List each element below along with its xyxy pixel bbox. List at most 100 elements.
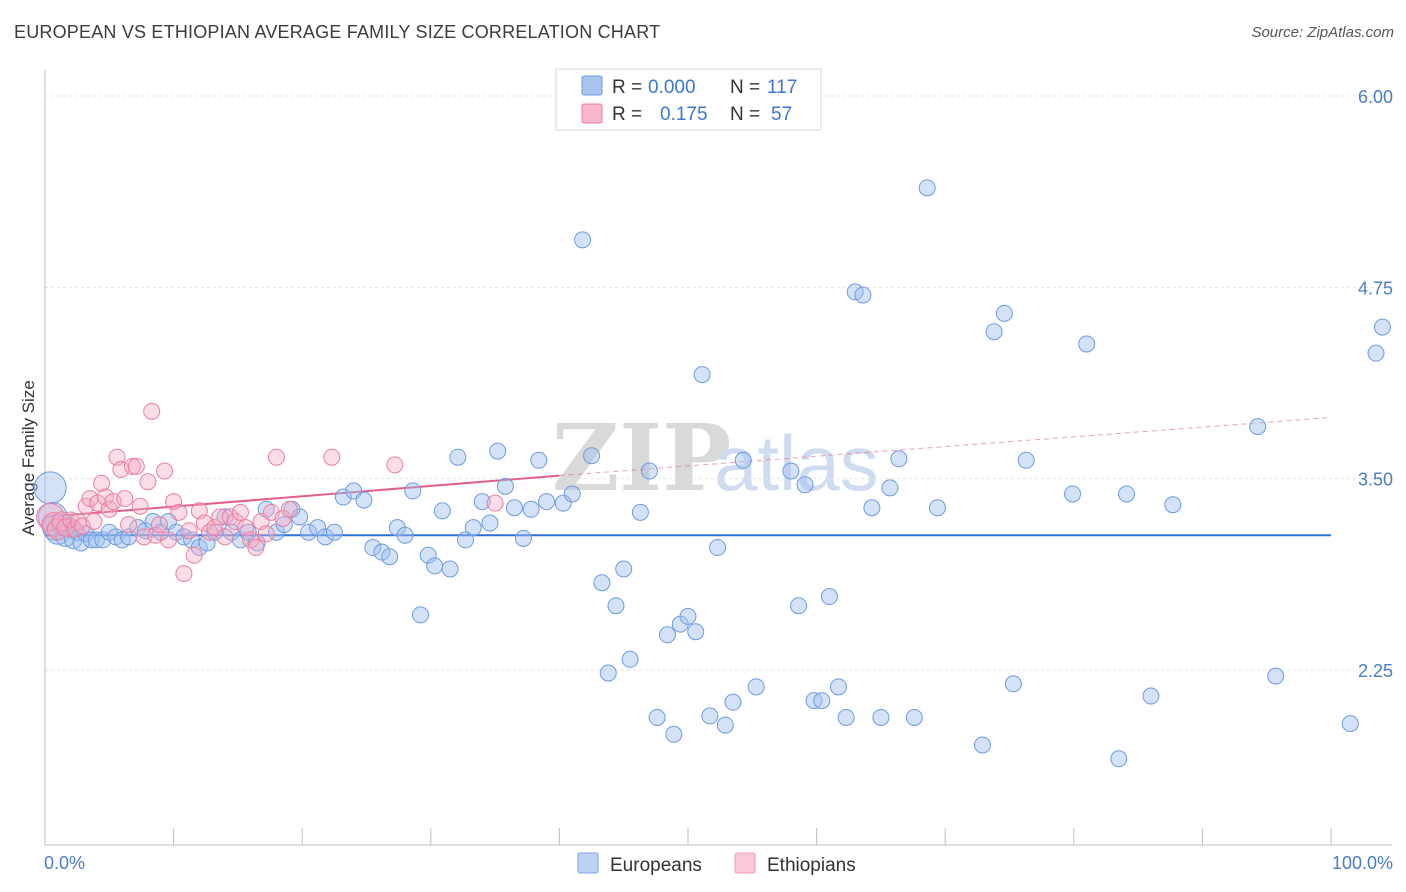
point-europeans-53 [419, 546, 437, 564]
point-europeans-103 [863, 499, 881, 517]
legend-n-label-europeans: N = [730, 77, 760, 98]
point-europeans-56 [441, 560, 459, 578]
y-tick-labels: 6.00 4.75 3.50 2.25 [1358, 87, 1393, 681]
point-europeans-39 [300, 523, 318, 541]
point-europeans-92 [747, 678, 765, 696]
chart-source: Source: ZipAtlas.com [1251, 24, 1394, 41]
point-europeans-109 [928, 499, 946, 517]
point-ethiopians-38 [201, 523, 219, 541]
legend-r-label-europeans: R = [612, 77, 642, 98]
point-europeans-86 [693, 366, 711, 384]
point-europeans-52 [412, 606, 430, 624]
point-ethiopians-40 [211, 508, 229, 526]
point-ethiopians-33 [175, 565, 193, 583]
point-europeans-57 [449, 448, 467, 466]
point-ethiopians-20 [120, 516, 138, 534]
point-ethiopians-29 [156, 462, 174, 480]
point-europeans-73 [593, 574, 611, 592]
series-legend-swatch-ethiopians [734, 852, 756, 874]
point-europeans-81 [658, 626, 676, 644]
point-europeans-98 [820, 588, 838, 606]
point-ethiopians-34 [180, 522, 198, 540]
point-ethiopians-44 [231, 503, 249, 521]
point-europeans-60 [473, 493, 491, 511]
point-europeans-48 [381, 548, 399, 566]
point-europeans-110 [973, 736, 991, 754]
point-ethiopians-54 [323, 448, 341, 466]
watermark: ZIP atlas [552, 404, 879, 512]
point-europeans-100 [837, 708, 855, 726]
point-ethiopians-53 [280, 500, 298, 518]
point-europeans-80 [648, 708, 666, 726]
legend-r-value-ethiopians: 0.175 [660, 104, 708, 125]
point-europeans-75 [607, 597, 625, 615]
point-ethiopians-42 [221, 508, 239, 526]
point-europeans-70 [563, 485, 581, 503]
point-europeans-97 [813, 692, 831, 710]
point-ethiopians-47 [247, 539, 265, 557]
point-europeans-102 [854, 286, 872, 304]
point-ethiopians-55 [386, 456, 404, 474]
y-tick-label-3: 2.25 [1358, 661, 1393, 681]
point-europeans-84 [679, 607, 697, 625]
y-tick-label-0: 6.00 [1358, 87, 1393, 107]
point-ethiopians-35 [185, 546, 203, 564]
point-europeans-79 [640, 462, 658, 480]
point-europeans-17 [120, 528, 138, 546]
point-europeans-82 [665, 725, 683, 743]
point-europeans-112 [995, 304, 1013, 322]
point-europeans-55 [433, 502, 451, 520]
point-europeans-93 [782, 462, 800, 480]
point-ethiopians-56 [486, 494, 504, 512]
point-ethiopians-31 [165, 493, 183, 511]
point-europeans-59 [464, 519, 482, 537]
x-tick-label-min: 0.0% [44, 853, 85, 873]
point-europeans-123 [1341, 715, 1359, 733]
point-europeans-68 [538, 493, 556, 511]
point-europeans-124 [1367, 344, 1385, 362]
point-europeans-63 [496, 477, 514, 495]
point-europeans-64 [505, 499, 523, 517]
axes [44, 70, 1392, 846]
legend-r-value-europeans: 0.000 [648, 77, 696, 98]
legend-n-value-ethiopians: 57 [771, 104, 792, 125]
point-europeans-76 [615, 560, 633, 578]
gridlines [45, 95, 1392, 671]
point-europeans-113 [1004, 675, 1022, 693]
legend-swatch-ethiopians [581, 103, 603, 124]
legend-n-value-europeans: 117 [767, 77, 797, 98]
point-europeans-122 [1267, 667, 1285, 685]
series-legend-swatch-europeans [577, 852, 599, 874]
point-europeans-99 [829, 678, 847, 696]
series-legend: Europeans Ethiopians [577, 852, 856, 876]
point-europeans-125 [1373, 318, 1391, 336]
data-points [33, 179, 1391, 768]
point-europeans-65 [514, 529, 532, 547]
point-ethiopians-32 [170, 503, 188, 521]
point-europeans-1 [37, 502, 68, 532]
point-europeans-41 [316, 528, 334, 546]
point-europeans-114 [1017, 451, 1035, 469]
point-europeans-51 [404, 482, 422, 500]
point-ethiopians-15 [100, 500, 118, 518]
point-ethiopians-25 [139, 473, 157, 491]
point-europeans-116 [1078, 335, 1096, 353]
point-europeans-111 [985, 323, 1003, 341]
point-europeans-72 [583, 447, 601, 465]
point-europeans-62 [489, 442, 507, 460]
point-europeans-89 [716, 716, 734, 734]
chart-title: EUROPEAN VS ETHIOPIAN AVERAGE FAMILY SIZ… [14, 22, 661, 42]
y-axis-label: Average Family Size [19, 380, 38, 536]
point-europeans-46 [364, 539, 382, 557]
point-europeans-104 [872, 708, 890, 726]
point-ethiopians-43 [226, 513, 244, 531]
point-ethiopians-27 [147, 526, 165, 544]
point-europeans-91 [734, 451, 752, 469]
point-europeans-119 [1142, 687, 1160, 705]
stats-legend: R = 0.000 N = 117 R = 0.175 N = 57 [555, 68, 822, 131]
point-europeans-87 [701, 707, 719, 725]
point-europeans-42 [325, 523, 343, 541]
point-europeans-58 [457, 531, 475, 549]
point-europeans-66 [522, 500, 540, 518]
point-ethiopians-49 [257, 525, 275, 543]
